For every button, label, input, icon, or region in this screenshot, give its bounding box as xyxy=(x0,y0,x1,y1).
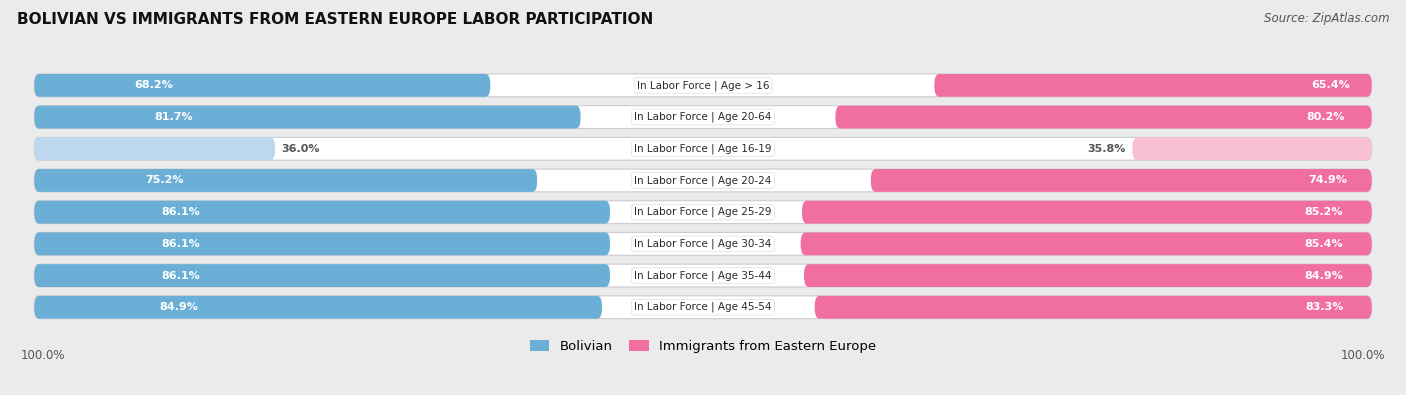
FancyBboxPatch shape xyxy=(34,74,491,97)
Text: 84.9%: 84.9% xyxy=(159,302,198,312)
FancyBboxPatch shape xyxy=(34,169,1372,192)
Text: In Labor Force | Age 20-24: In Labor Force | Age 20-24 xyxy=(634,175,772,186)
Text: 86.1%: 86.1% xyxy=(160,239,200,249)
Text: Source: ZipAtlas.com: Source: ZipAtlas.com xyxy=(1264,12,1389,25)
Text: 36.0%: 36.0% xyxy=(281,144,321,154)
Text: 84.9%: 84.9% xyxy=(1305,271,1343,280)
Text: In Labor Force | Age 30-34: In Labor Force | Age 30-34 xyxy=(634,239,772,249)
FancyBboxPatch shape xyxy=(34,201,610,224)
FancyBboxPatch shape xyxy=(34,137,1372,160)
FancyBboxPatch shape xyxy=(34,137,276,160)
FancyBboxPatch shape xyxy=(800,232,1372,255)
Text: In Labor Force | Age 45-54: In Labor Force | Age 45-54 xyxy=(634,302,772,312)
Text: 83.3%: 83.3% xyxy=(1305,302,1344,312)
FancyBboxPatch shape xyxy=(34,169,537,192)
Text: 65.4%: 65.4% xyxy=(1310,81,1350,90)
FancyBboxPatch shape xyxy=(870,169,1372,192)
Text: 86.1%: 86.1% xyxy=(160,207,200,217)
FancyBboxPatch shape xyxy=(34,201,1372,224)
FancyBboxPatch shape xyxy=(1132,137,1372,160)
Text: 81.7%: 81.7% xyxy=(155,112,193,122)
FancyBboxPatch shape xyxy=(34,232,610,255)
Text: 100.0%: 100.0% xyxy=(1340,349,1385,362)
FancyBboxPatch shape xyxy=(34,296,602,319)
Text: 85.2%: 85.2% xyxy=(1305,207,1343,217)
Text: 80.2%: 80.2% xyxy=(1306,112,1346,122)
Text: In Labor Force | Age 20-64: In Labor Force | Age 20-64 xyxy=(634,112,772,122)
FancyBboxPatch shape xyxy=(34,264,1372,287)
Text: 75.2%: 75.2% xyxy=(145,175,183,186)
Text: BOLIVIAN VS IMMIGRANTS FROM EASTERN EUROPE LABOR PARTICIPATION: BOLIVIAN VS IMMIGRANTS FROM EASTERN EURO… xyxy=(17,12,654,27)
FancyBboxPatch shape xyxy=(34,264,610,287)
Text: 86.1%: 86.1% xyxy=(160,271,200,280)
Text: In Labor Force | Age 16-19: In Labor Force | Age 16-19 xyxy=(634,143,772,154)
Text: In Labor Force | Age 35-44: In Labor Force | Age 35-44 xyxy=(634,270,772,281)
Text: 68.2%: 68.2% xyxy=(135,81,173,90)
Text: In Labor Force | Age 25-29: In Labor Force | Age 25-29 xyxy=(634,207,772,217)
FancyBboxPatch shape xyxy=(34,296,1372,319)
Text: 100.0%: 100.0% xyxy=(21,349,66,362)
Text: In Labor Force | Age > 16: In Labor Force | Age > 16 xyxy=(637,80,769,90)
FancyBboxPatch shape xyxy=(34,106,581,128)
Text: 85.4%: 85.4% xyxy=(1305,239,1343,249)
FancyBboxPatch shape xyxy=(34,74,1372,97)
Legend: Bolivian, Immigrants from Eastern Europe: Bolivian, Immigrants from Eastern Europe xyxy=(524,334,882,358)
FancyBboxPatch shape xyxy=(34,232,1372,255)
Text: 35.8%: 35.8% xyxy=(1087,144,1126,154)
FancyBboxPatch shape xyxy=(801,201,1372,224)
FancyBboxPatch shape xyxy=(34,106,1372,128)
Text: 74.9%: 74.9% xyxy=(1308,175,1347,186)
FancyBboxPatch shape xyxy=(935,74,1372,97)
FancyBboxPatch shape xyxy=(835,106,1372,128)
FancyBboxPatch shape xyxy=(814,296,1372,319)
FancyBboxPatch shape xyxy=(804,264,1372,287)
